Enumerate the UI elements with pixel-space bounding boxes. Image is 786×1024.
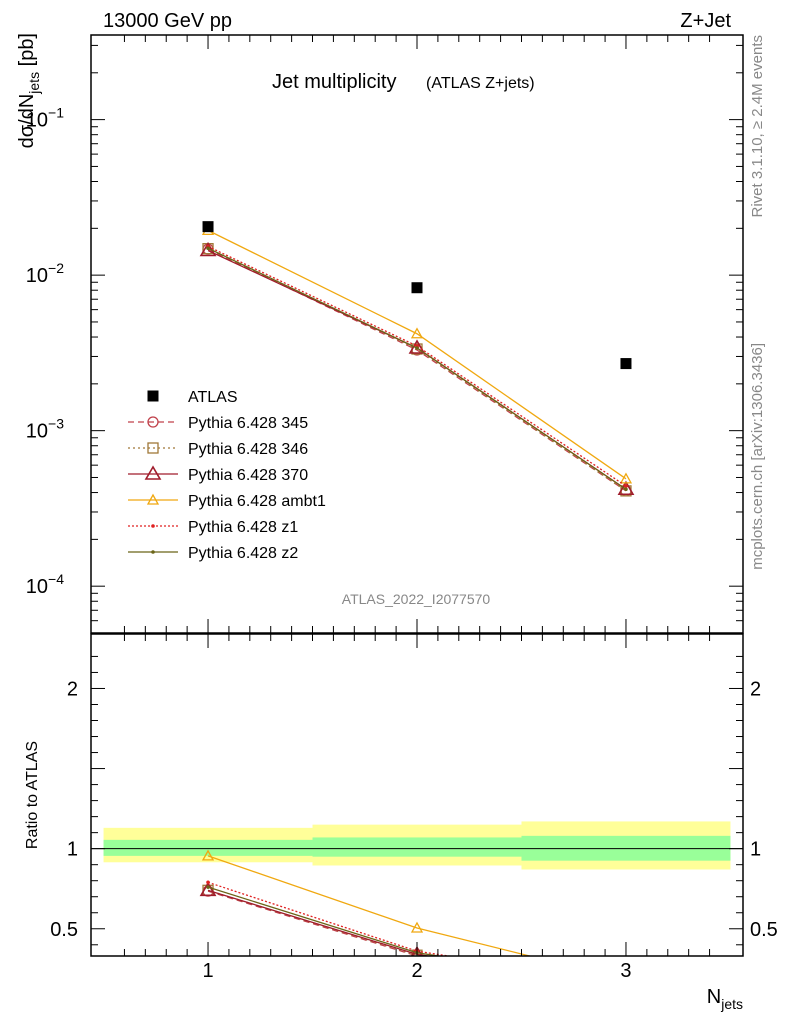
legend: ATLAS Pythia 6.428 345 Pythia 6.428 346 Pyt… [128,389,326,562]
y-axis-label: dσ/dNjets [pb] [16,33,42,148]
main-panel: 10−1 10−2 10−3 10−4 Jet multiplicity (ATLAS… [16,33,744,634]
series-line [207,245,627,487]
ratio-y-tick-label: 2 [67,678,78,700]
ratio-band-inner [312,837,522,857]
x-axis-label: Njets [707,986,743,1012]
series-marker [624,487,628,492]
legend-label: ATLAS [188,389,238,406]
ratio-y-tick-label: 0.5 [50,919,78,941]
legend-label: Pythia 6.428 370 [188,467,308,484]
legend-label: Pythia 6.428 ambt1 [188,493,326,510]
analysis-id-watermark: ATLAS_2022_I2077570 [342,591,491,607]
series-marker [624,982,628,986]
legend-label: Pythia 6.428 345 [188,415,308,432]
series-marker [144,465,162,480]
series-marker [146,493,160,505]
ratio-y-tick-label-right: 0.5 [750,919,778,941]
ratio-series-line [207,890,422,956]
x-tick-label: 1 [202,960,213,982]
chart-subtitle: (ATLAS Z+jets) [426,75,535,92]
series-marker [201,849,215,861]
series-marker [415,346,419,350]
ratio-y-tick-label-right: 2 [750,678,761,700]
ratio-series-line [207,855,533,956]
ratio-panel-frame [90,633,744,957]
series-marker [151,524,155,528]
series-marker [619,472,633,484]
ratio-y-tick-label-right: 1 [750,839,761,861]
series-marker [199,881,217,897]
chart-title: Jet multiplicity [272,71,396,93]
data-point [202,221,214,233]
ratio-band-inner [103,839,313,856]
x-tick-label: 3 [620,960,631,982]
series-marker [206,246,210,251]
ratio-panel: 0.5 0.5 1 1 2 2 Ratio to ATLAS [24,633,778,986]
ratio-y-axis-label: Ratio to ATLAS [24,741,41,849]
series-marker [617,480,635,496]
data-point [620,358,632,370]
x-tick-label: 2 [411,960,422,982]
header-right-label: Z+Jet [680,10,731,32]
y-tick-label: 10−4 [26,571,64,598]
data-point [411,282,423,294]
series-marker [624,484,628,488]
series-line [207,229,627,480]
legend-label: Pythia 6.428 346 [188,441,308,458]
legend-label: Pythia 6.428 z1 [188,519,298,536]
series-marker [206,885,210,889]
y-tick-label: 10−1 [26,105,64,132]
series-marker [410,327,424,339]
series-marker [410,921,424,933]
ratio-y-tick-label: 1 [67,839,78,861]
rivet-version-label: Rivet 3.1.10, ≥ 2.4M events [749,35,766,218]
legend-marker [147,390,159,402]
header-left-label: 13000 GeV pp [103,10,232,32]
legend-label: Pythia 6.428 z2 [188,545,298,562]
y-tick-label: 10−3 [26,416,64,443]
series-marker [151,550,155,554]
mcplots-source-label: mcplots.cern.ch [arXiv:1306.3436] [749,343,766,570]
series-marker [147,416,159,428]
series-marker [147,442,159,454]
y-tick-label: 10−2 [26,260,64,287]
series-marker [206,880,210,885]
